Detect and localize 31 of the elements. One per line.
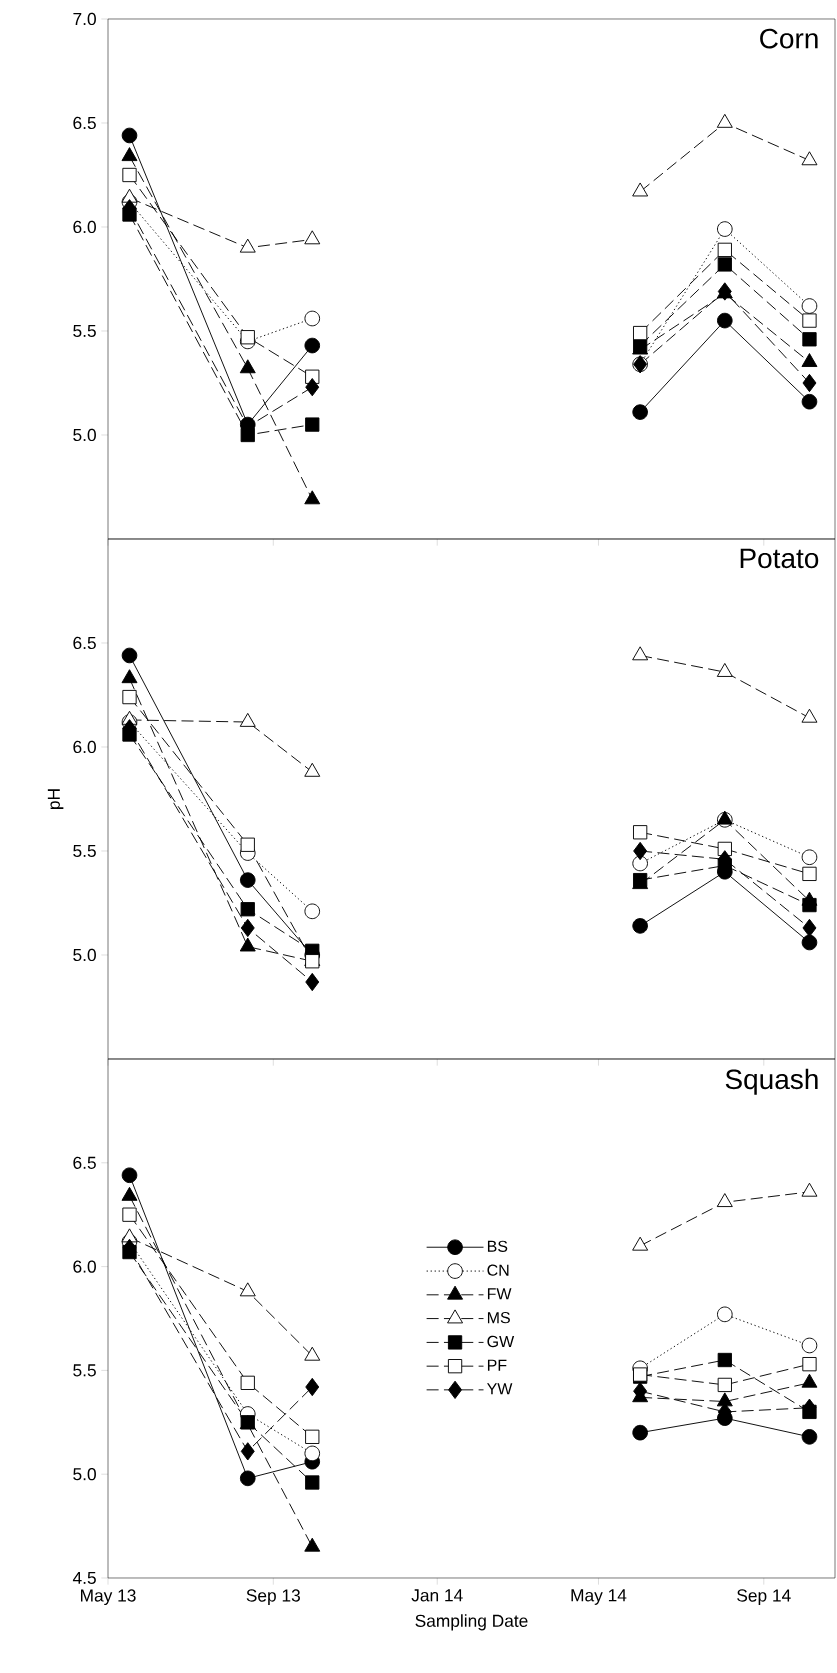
y-tick-label: 6.0 — [73, 740, 96, 754]
x-axis-title: Sampling Date — [415, 1614, 528, 1631]
y-tick-label: 7.0 — [73, 12, 96, 26]
y-tick-label: 6.0 — [73, 1260, 96, 1273]
legend-label: FW — [487, 1288, 512, 1300]
y-tick-label: 5.0 — [73, 428, 96, 442]
x-tick-label: Jan 14 — [411, 1589, 463, 1602]
x-tick-label: May 14 — [571, 1589, 627, 1605]
chart-title: Potato — [740, 548, 819, 569]
y-tick-label: 5.5 — [73, 844, 96, 858]
legend-label: MS — [487, 1311, 510, 1324]
legend-label: CN — [487, 1264, 509, 1276]
x-tick-label: Sep 13 — [246, 1589, 300, 1606]
x-tick-label: May 13 — [81, 1589, 136, 1606]
chart-title: Squash — [725, 1068, 818, 1095]
y-tick-label: 5.0 — [73, 1468, 96, 1481]
y-tick-label: 5.5 — [73, 324, 96, 338]
y-tick-label: 5.5 — [73, 1364, 96, 1377]
y-axis-title: pH — [47, 789, 64, 809]
y-tick-label: 6.5 — [73, 636, 96, 650]
legend-label: GW — [487, 1335, 515, 1348]
y-tick-label: 5.0 — [73, 948, 96, 962]
y-tick-label: 4.5 — [72, 1571, 96, 1585]
x-tick-label: Sep 14 — [737, 1589, 791, 1606]
legend-label: PF — [487, 1359, 507, 1371]
legend-label: BS — [487, 1240, 508, 1252]
chart-title: Corn — [760, 28, 818, 49]
y-tick-label: 6.5 — [73, 1156, 96, 1169]
y-tick-label: 6.0 — [73, 220, 96, 234]
legend-label: YW — [487, 1383, 513, 1395]
y-tick-label: 6.5 — [73, 116, 96, 130]
